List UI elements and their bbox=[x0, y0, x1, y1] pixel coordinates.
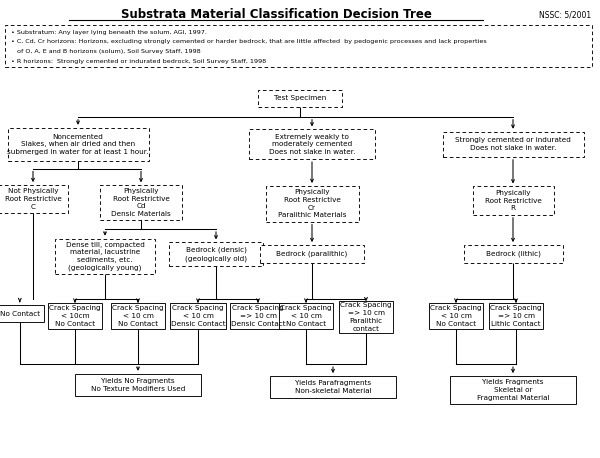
FancyBboxPatch shape bbox=[258, 90, 342, 107]
Text: Crack Spacing
=> 10 cm
Lithic Contact: Crack Spacing => 10 cm Lithic Contact bbox=[490, 305, 542, 327]
Text: Crack Spacing
< 10cm
No Contact: Crack Spacing < 10cm No Contact bbox=[49, 305, 101, 327]
Text: Bedrock (densic)
(geologically old): Bedrock (densic) (geologically old) bbox=[185, 247, 247, 262]
FancyBboxPatch shape bbox=[270, 376, 396, 398]
Text: Crack Spacing
< 10 cm
Densic Contact: Crack Spacing < 10 cm Densic Contact bbox=[170, 305, 226, 327]
Text: Bedrock (paralithic): Bedrock (paralithic) bbox=[277, 251, 347, 257]
FancyBboxPatch shape bbox=[265, 186, 359, 222]
FancyBboxPatch shape bbox=[5, 25, 592, 67]
Text: • R horizons:  Strongly cemented or indurated bedrock, Soil Survey Staff, 1998: • R horizons: Strongly cemented or indur… bbox=[11, 59, 266, 64]
Text: Crack Spacing
=> 10 cm
Paralithic
contact: Crack Spacing => 10 cm Paralithic contac… bbox=[340, 302, 392, 332]
Text: Crack Spacing
< 10 cm
No Contact: Crack Spacing < 10 cm No Contact bbox=[430, 305, 482, 327]
FancyBboxPatch shape bbox=[260, 245, 364, 263]
FancyBboxPatch shape bbox=[249, 129, 375, 159]
FancyBboxPatch shape bbox=[230, 303, 286, 329]
Text: Extremely weakly to
moderately cemented
Does not slake in water.: Extremely weakly to moderately cemented … bbox=[269, 134, 355, 155]
Text: Crack Spacing
=> 10 cm
Densic Contact: Crack Spacing => 10 cm Densic Contact bbox=[230, 305, 286, 327]
Text: Noncemented
Slakes, when air dried and then
submerged in water for at least 1 ho: Noncemented Slakes, when air dried and t… bbox=[7, 134, 149, 155]
FancyBboxPatch shape bbox=[0, 185, 67, 213]
FancyBboxPatch shape bbox=[111, 303, 165, 329]
FancyBboxPatch shape bbox=[48, 303, 102, 329]
FancyBboxPatch shape bbox=[464, 245, 563, 263]
FancyBboxPatch shape bbox=[450, 376, 576, 404]
Text: No Contact: No Contact bbox=[0, 311, 40, 317]
Text: Physically
Root Restrictive
R: Physically Root Restrictive R bbox=[485, 190, 541, 211]
Text: Dense till, compacted
material, lacustrine
sediments, etc.
(geologically young): Dense till, compacted material, lacustri… bbox=[65, 242, 145, 271]
FancyBboxPatch shape bbox=[75, 374, 201, 396]
FancyBboxPatch shape bbox=[279, 303, 333, 329]
FancyBboxPatch shape bbox=[8, 128, 149, 161]
Text: Physically
Root Restrictive
Cd
Densic Materials: Physically Root Restrictive Cd Densic Ma… bbox=[111, 188, 171, 217]
Text: Strongly cemented or indurated
Does not slake in water.: Strongly cemented or indurated Does not … bbox=[455, 137, 571, 151]
Text: • Substratum: Any layer lying beneath the solum, AGI, 1997.: • Substratum: Any layer lying beneath th… bbox=[11, 30, 206, 35]
Text: of O, A, E and B horizons (solum), Soil Survey Staff, 1998: of O, A, E and B horizons (solum), Soil … bbox=[11, 49, 200, 54]
FancyBboxPatch shape bbox=[55, 239, 155, 274]
Text: Test Specimen: Test Specimen bbox=[274, 95, 326, 102]
Text: Crack Spacing
< 10 cm
No Contact: Crack Spacing < 10 cm No Contact bbox=[280, 305, 332, 327]
FancyBboxPatch shape bbox=[0, 305, 44, 322]
Text: Yields Parafragments
Non-skeletal Material: Yields Parafragments Non-skeletal Materi… bbox=[295, 380, 371, 394]
Text: Yields Fragments
Skeletal or
Fragmental Material: Yields Fragments Skeletal or Fragmental … bbox=[477, 380, 549, 401]
FancyBboxPatch shape bbox=[443, 132, 583, 157]
Text: Bedrock (lithic): Bedrock (lithic) bbox=[485, 251, 541, 257]
Text: Yields No Fragments
No Texture Modifiers Used: Yields No Fragments No Texture Modifiers… bbox=[91, 378, 185, 392]
Text: Substrata Material Classification Decision Tree: Substrata Material Classification Decisi… bbox=[121, 8, 431, 21]
FancyBboxPatch shape bbox=[489, 303, 543, 329]
Text: Crack Spacing
< 10 cm
No Contact: Crack Spacing < 10 cm No Contact bbox=[112, 305, 164, 327]
FancyBboxPatch shape bbox=[339, 301, 393, 333]
FancyBboxPatch shape bbox=[169, 242, 263, 266]
Text: NSSC: 5/2001: NSSC: 5/2001 bbox=[539, 10, 591, 19]
FancyBboxPatch shape bbox=[100, 185, 182, 219]
FancyBboxPatch shape bbox=[473, 186, 554, 215]
FancyBboxPatch shape bbox=[429, 303, 483, 329]
Text: Not Physically
Root Restrictive
C: Not Physically Root Restrictive C bbox=[5, 189, 61, 210]
FancyBboxPatch shape bbox=[170, 303, 226, 329]
Text: • C, Cd, Cr horizons: Horizons, excluding strongly cemented or harder bedrock, t: • C, Cd, Cr horizons: Horizons, excludin… bbox=[11, 39, 487, 44]
Text: Physically
Root Restrictive
Cr
Paralithic Materials: Physically Root Restrictive Cr Paralithi… bbox=[278, 189, 346, 218]
